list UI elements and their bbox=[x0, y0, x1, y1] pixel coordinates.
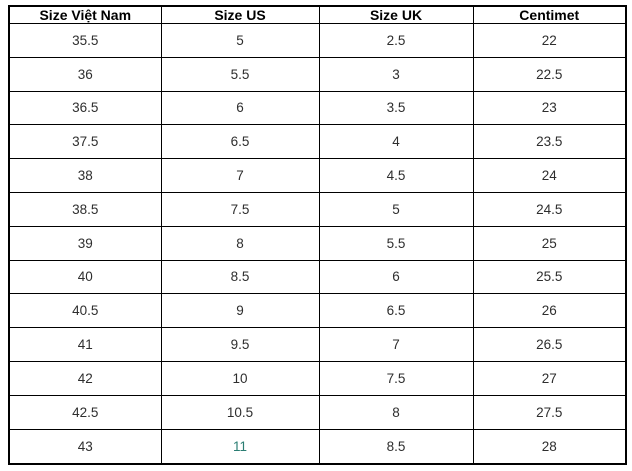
table-row: 36 5.5 3 22.5 bbox=[8, 56, 627, 92]
table-cell: 5 bbox=[160, 23, 320, 58]
table-cell: 38 bbox=[8, 158, 162, 193]
header-size-us: Size US bbox=[160, 5, 320, 24]
table-cell: 8 bbox=[318, 394, 474, 430]
table-header: Size Việt Nam Size US Size UK Centimet bbox=[8, 5, 627, 24]
table-row: 40.5 9 6.5 26 bbox=[8, 293, 627, 329]
table-cell: 3.5 bbox=[318, 90, 474, 126]
table-cell: 43 bbox=[8, 428, 162, 465]
header-size-vietnam: Size Việt Nam bbox=[8, 5, 162, 24]
table-row: 38.5 7.5 5 24.5 bbox=[8, 191, 627, 227]
table-cell: 7 bbox=[160, 158, 320, 193]
table-cell: 26 bbox=[472, 293, 627, 329]
header-row: Size Việt Nam Size US Size UK Centimet bbox=[8, 5, 627, 24]
table-row: 41 9.5 7 26.5 bbox=[8, 327, 627, 362]
table-cell: 24.5 bbox=[472, 191, 627, 227]
table-cell: 26.5 bbox=[472, 327, 627, 362]
table-cell: 27.5 bbox=[472, 394, 627, 430]
table-cell: 22 bbox=[472, 23, 627, 58]
table-cell: 23.5 bbox=[472, 124, 627, 160]
table-cell: 22.5 bbox=[472, 56, 627, 92]
table-cell: 7 bbox=[318, 327, 474, 362]
size-conversion-table-container: Size Việt Nam Size US Size UK Centimet 3… bbox=[8, 5, 627, 465]
table-row: 42.5 10.5 8 27.5 bbox=[8, 394, 627, 430]
table-cell: 10.5 bbox=[160, 394, 320, 430]
table-row: 42 10 7.5 27 bbox=[8, 360, 627, 396]
table-cell: 5 bbox=[318, 191, 474, 227]
table-cell: 25 bbox=[472, 225, 627, 261]
table-cell: 42 bbox=[8, 360, 162, 396]
table-cell: 41 bbox=[8, 327, 162, 362]
table-cell: 6 bbox=[160, 90, 320, 126]
table-cell: 37.5 bbox=[8, 124, 162, 160]
table-cell: 11 bbox=[160, 428, 320, 465]
table-cell: 23 bbox=[472, 90, 627, 126]
table-row: 37.5 6.5 4 23.5 bbox=[8, 124, 627, 160]
table-cell: 27 bbox=[472, 360, 627, 396]
table-row: 40 8.5 6 25.5 bbox=[8, 259, 627, 295]
header-size-uk: Size UK bbox=[318, 5, 474, 24]
table-cell: 6.5 bbox=[318, 293, 474, 329]
table-cell: 10 bbox=[160, 360, 320, 396]
table-cell: 28 bbox=[472, 428, 627, 465]
table-cell: 4 bbox=[318, 124, 474, 160]
table-cell: 42.5 bbox=[8, 394, 162, 430]
table-cell: 40.5 bbox=[8, 293, 162, 329]
table-row: 36.5 6 3.5 23 bbox=[8, 90, 627, 126]
table-cell: 4.5 bbox=[318, 158, 474, 193]
table-cell: 3 bbox=[318, 56, 474, 92]
header-centimet: Centimet bbox=[472, 5, 627, 24]
table-cell: 8 bbox=[160, 225, 320, 261]
size-conversion-table: Size Việt Nam Size US Size UK Centimet 3… bbox=[8, 5, 627, 465]
table-cell: 6 bbox=[318, 259, 474, 295]
table-cell: 8.5 bbox=[160, 259, 320, 295]
table-row: 43 11 8.5 28 bbox=[8, 428, 627, 465]
table-cell: 5.5 bbox=[318, 225, 474, 261]
table-cell: 8.5 bbox=[318, 428, 474, 465]
table-row: 38 7 4.5 24 bbox=[8, 158, 627, 193]
table-cell: 5.5 bbox=[160, 56, 320, 92]
table-cell: 40 bbox=[8, 259, 162, 295]
table-row: 39 8 5.5 25 bbox=[8, 225, 627, 261]
table-cell: 2.5 bbox=[318, 23, 474, 58]
table-cell: 9.5 bbox=[160, 327, 320, 362]
table-cell: 6.5 bbox=[160, 124, 320, 160]
table-cell: 24 bbox=[472, 158, 627, 193]
table-cell: 7.5 bbox=[160, 191, 320, 227]
table-cell: 39 bbox=[8, 225, 162, 261]
table-cell: 9 bbox=[160, 293, 320, 329]
table-cell: 36 bbox=[8, 56, 162, 92]
table-cell: 36.5 bbox=[8, 90, 162, 126]
table-row: 35.5 5 2.5 22 bbox=[8, 23, 627, 58]
table-body: 35.5 5 2.5 22 36 5.5 3 22.5 36.5 6 3.5 23 37.5 6.5 4 23… bbox=[8, 23, 627, 465]
table-cell: 35.5 bbox=[8, 23, 162, 58]
table-cell: 38.5 bbox=[8, 191, 162, 227]
table-cell: 25.5 bbox=[472, 259, 627, 295]
table-cell: 7.5 bbox=[318, 360, 474, 396]
